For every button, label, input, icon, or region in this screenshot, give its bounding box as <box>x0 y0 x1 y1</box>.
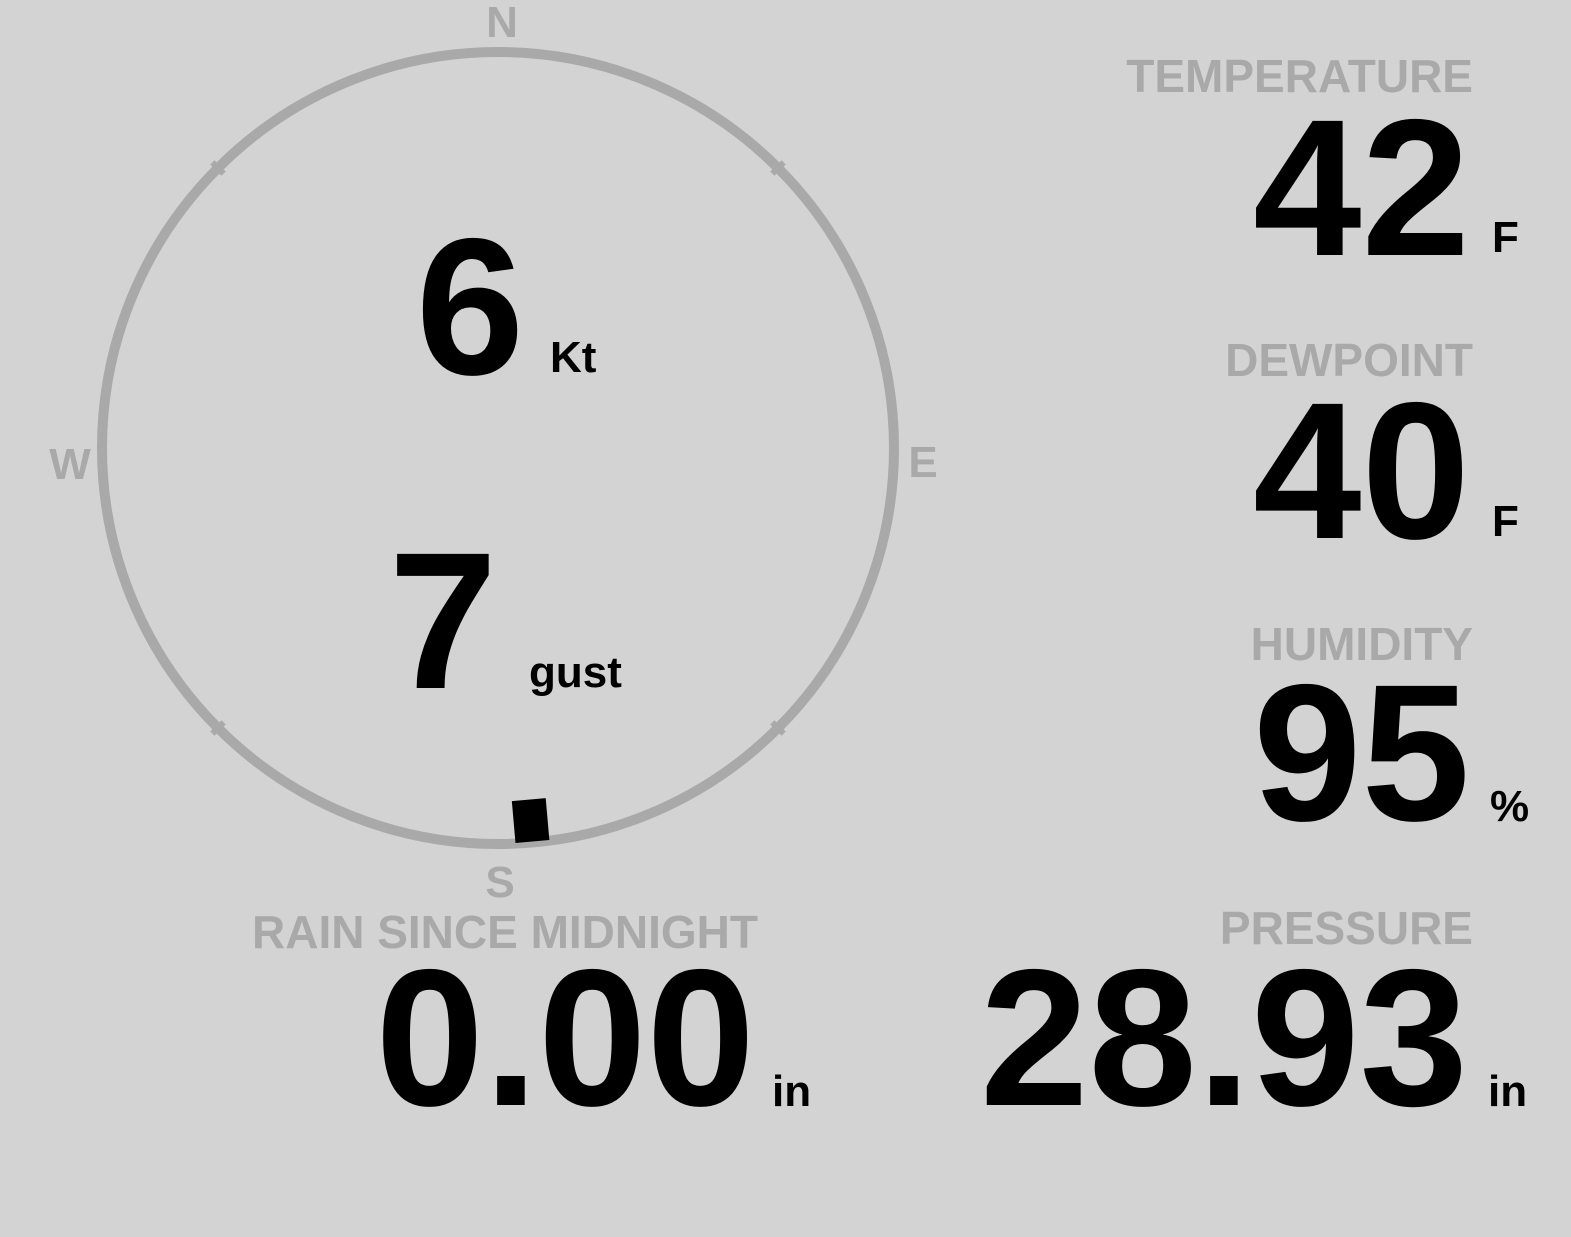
dewpoint-value: 40 <box>1253 362 1470 580</box>
compass-tick <box>210 720 226 736</box>
humidity-value: 95 <box>1253 644 1470 862</box>
wind-speed-unit: Kt <box>550 333 597 382</box>
compass-west: W <box>49 440 91 489</box>
pressure-value: 28.93 <box>980 929 1468 1147</box>
temperature-label: TEMPERATURE <box>1126 50 1473 102</box>
temperature-value: 42 <box>1253 79 1470 297</box>
compass-ring <box>97 47 899 849</box>
wind-speed-value: 6 <box>415 198 525 416</box>
wind-gust-label: gust <box>529 648 622 697</box>
rain-value: 0.00 <box>375 929 755 1147</box>
dewpoint-unit: F <box>1492 497 1519 546</box>
wind-direction-marker <box>511 798 550 843</box>
compass-tick <box>770 720 786 736</box>
compass-south: S <box>485 858 515 907</box>
compass-ticks <box>210 160 786 736</box>
compass-tick <box>770 160 786 176</box>
temperature-unit: F <box>1492 213 1519 262</box>
pressure-label: PRESSURE <box>1219 902 1473 954</box>
compass-tick <box>210 160 226 176</box>
compass-east: E <box>908 438 938 487</box>
wind-gust-value: 7 <box>388 512 498 730</box>
pressure-unit: in <box>1488 1067 1528 1116</box>
rain-unit: in <box>772 1067 812 1116</box>
dewpoint-label: DEWPOINT <box>1225 334 1473 386</box>
rain-label: RAIN SINCE MIDNIGHT <box>252 906 758 958</box>
humidity-unit: % <box>1490 782 1530 831</box>
compass-north: N <box>486 0 518 47</box>
humidity-label: HUMIDITY <box>1250 618 1473 670</box>
